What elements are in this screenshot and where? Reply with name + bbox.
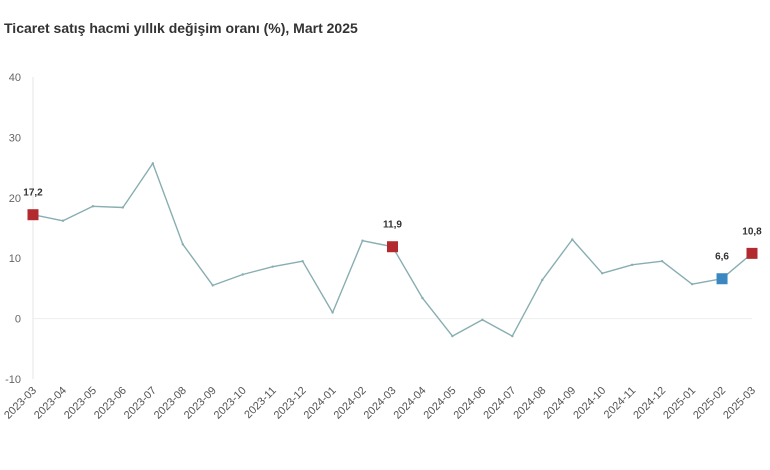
x-tick-label: 2024-12 [631,385,668,422]
x-tick-label: 2024-05 [422,385,459,422]
highlight-marker [716,273,728,285]
x-tick-label: 2025-01 [661,385,698,422]
y-tick-label: 10 [9,253,21,265]
data-point [271,265,274,268]
x-tick-label: 2023-07 [122,385,159,422]
x-tick-label: 2024-10 [571,385,608,422]
data-point [541,278,544,282]
x-tick-label: 2024-03 [362,385,399,422]
x-tick-label: 2024-01 [302,385,339,422]
x-tick-label: 2024-02 [332,385,369,422]
y-tick-label: -10 [5,374,21,386]
x-tick-label: 2023-04 [32,385,69,422]
highlight-marker [387,241,398,253]
data-point [601,272,604,275]
x-tick-label: 2023-03 [2,385,39,422]
x-tick-label: 2024-06 [451,385,488,422]
chart-title: Ticaret satış hacmi yıllık değişim oranı… [4,20,358,36]
data-point [571,238,574,241]
x-tick-label: 2024-07 [481,385,518,422]
data-point [331,311,334,314]
data-point [451,334,454,338]
y-tick-label: 30 [9,132,21,144]
data-point [241,273,244,276]
data-point [61,219,65,222]
data-point [211,284,214,287]
x-tick-label: 2023-09 [182,385,219,422]
data-point [91,205,95,208]
data-point [511,334,514,338]
data-point [301,260,304,263]
y-tick-label: 0 [15,314,21,326]
highlight-marker [27,209,39,221]
x-tick-label: 2023-05 [62,385,99,422]
x-tick-label: 2024-08 [511,385,548,422]
axis-layer: -10 0 10 20 30 40 2023-032023-042023-052023-06… [2,72,758,422]
x-tick-label: 2023-12 [272,385,309,422]
data-point [121,206,125,209]
x-tick-label: 2025-02 [691,385,728,422]
data-point [630,263,634,267]
x-tick-label: 2024-09 [541,385,578,422]
data-point [361,239,364,242]
x-tick-label: 2023-10 [212,385,249,422]
x-tick-label: 2023-06 [92,385,129,422]
label-layer: 17,2 11,9 6,6 10,8 [23,188,762,263]
data-point [481,318,484,322]
data-label: 10,8 [742,226,762,237]
y-tick-label: 40 [9,72,21,84]
x-tick-label: 2023-08 [152,385,189,422]
data-point [151,162,155,165]
x-tick-label: 2024-04 [392,385,429,422]
highlight-marker [746,247,758,259]
y-tick-label: 20 [9,193,21,205]
data-label: 11,9 [383,220,402,231]
data-point [421,296,424,300]
data-point [660,260,664,263]
data-label: 6,6 [715,252,729,263]
data-point [181,243,184,246]
x-tick-label: 2025-03 [721,385,758,422]
data-label: 17,2 [23,188,43,199]
data-point [690,282,694,286]
marker-layer [27,209,758,285]
